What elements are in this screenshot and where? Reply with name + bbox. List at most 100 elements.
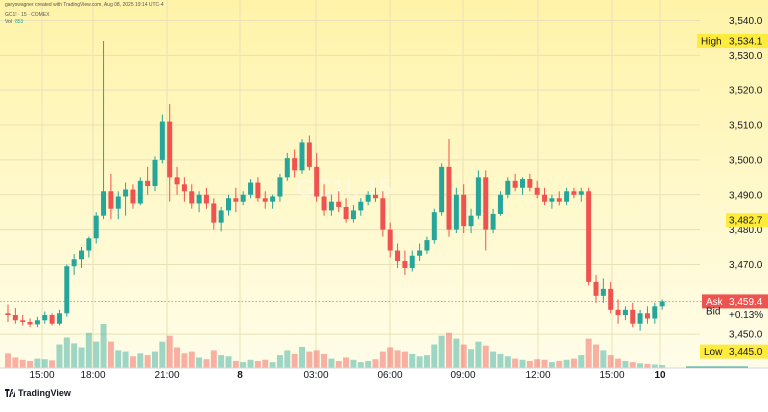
volume-bar (321, 353, 328, 368)
chart-background (0, 0, 768, 368)
candle-body (321, 196, 327, 211)
candle-body (497, 194, 503, 214)
credit-line: garyswagner created with TradingView.com… (5, 2, 164, 8)
candle-body (637, 313, 643, 324)
candle-body (5, 313, 11, 316)
volume-bar (12, 357, 19, 368)
volume-bar (570, 358, 577, 368)
candle-body (549, 198, 555, 202)
high-tag (697, 34, 768, 49)
candle-body (358, 201, 364, 211)
price-tick-label: 3,500.0 (729, 155, 763, 166)
ask-tag-label: Ask (706, 297, 724, 308)
volume-bar (299, 346, 305, 368)
volume-bar (387, 347, 394, 368)
volume-bar (607, 355, 614, 368)
volume-bar (600, 350, 607, 368)
volume-bar (490, 351, 497, 368)
volume-bar (651, 364, 658, 368)
volume-bar (152, 351, 158, 368)
candle-body (439, 166, 445, 213)
volume-bar (49, 360, 56, 368)
candle-body (86, 238, 92, 251)
volume-bar (482, 345, 489, 368)
candle-body (571, 191, 577, 195)
volume-bar (335, 360, 342, 368)
volume-bar (512, 358, 519, 368)
volume-bar (5, 353, 11, 368)
candle-body (615, 309, 621, 316)
tradingview-brand[interactable]: TradingView (5, 388, 71, 398)
candle-body (137, 180, 143, 204)
volume-bar (240, 362, 247, 368)
tradingview-label: TradingView (18, 388, 71, 398)
candle-body (174, 177, 180, 185)
candle-body (262, 198, 268, 202)
volume-bar (284, 350, 291, 368)
candle-body (373, 194, 378, 199)
volume-bar (85, 332, 92, 368)
candle-body (292, 158, 298, 171)
time-axis: 15:00 18:00 21:00 8 03:00 06:00 09:00 12:00 15:0… (0, 367, 768, 381)
candle-body (600, 288, 606, 296)
candle-body (461, 194, 467, 227)
volume-bar (556, 360, 563, 368)
time-tick-label: 06:00 (377, 370, 402, 381)
price-tick-label: 3,490.0 (729, 190, 763, 201)
time-tick-label: 15:00 (29, 370, 54, 381)
volume-bar (548, 362, 555, 368)
candle-body (189, 191, 195, 204)
low-tag-value: 3,445.0 (729, 347, 763, 358)
volume-bar (269, 362, 276, 368)
change-label: +0.13% (729, 310, 763, 321)
high-tag-value: 3,534.1 (729, 37, 763, 48)
candle-body (446, 166, 452, 230)
candle-body (328, 201, 334, 211)
candle-body (652, 306, 658, 319)
volume-bar (526, 360, 533, 368)
time-axis-background (0, 368, 768, 407)
time-tick-label: 18:00 (80, 370, 105, 381)
candle-body (248, 182, 254, 195)
volume-bar (93, 341, 100, 368)
volume-bar (365, 360, 372, 368)
bid-label: Bid (706, 306, 720, 317)
volume-bar (637, 363, 644, 368)
volume-bar (460, 344, 467, 368)
price-tick-label: 3,470.0 (729, 260, 763, 271)
candle-body (336, 201, 342, 207)
candle-body (468, 215, 474, 227)
candle-body (453, 194, 459, 230)
candle-body (306, 142, 312, 167)
volume-bar (431, 344, 438, 368)
volume-bar (541, 359, 548, 368)
symbol-line: GC1! · 15 · COMEX (5, 12, 50, 18)
volume-bar (343, 357, 350, 368)
volume-bar (306, 351, 313, 368)
volume-bar (622, 360, 629, 368)
volume-bar (563, 359, 570, 368)
time-tick-label: 8 (237, 370, 243, 381)
volume-bar (291, 353, 298, 368)
candle-body (350, 210, 356, 220)
candle-body (622, 309, 628, 316)
candle-body (475, 177, 481, 216)
time-tick-label: 03:00 (303, 370, 328, 381)
candle-body (20, 320, 26, 322)
candle-body (277, 177, 283, 197)
volume-bar (593, 344, 599, 368)
level-tag-value: 3,482.7 (729, 216, 763, 227)
volume-bar (159, 341, 166, 368)
candle-body (556, 198, 562, 202)
candle-body (644, 313, 650, 319)
candle-body (409, 255, 415, 268)
candle-body (483, 177, 489, 230)
price-tick-label: 3,480.0 (729, 225, 763, 236)
candle-body (578, 191, 584, 195)
candle-body (123, 189, 129, 197)
volume-bar (438, 335, 445, 368)
candle-body (108, 191, 114, 209)
candle-body (152, 159, 158, 187)
volume-bar (453, 338, 460, 368)
